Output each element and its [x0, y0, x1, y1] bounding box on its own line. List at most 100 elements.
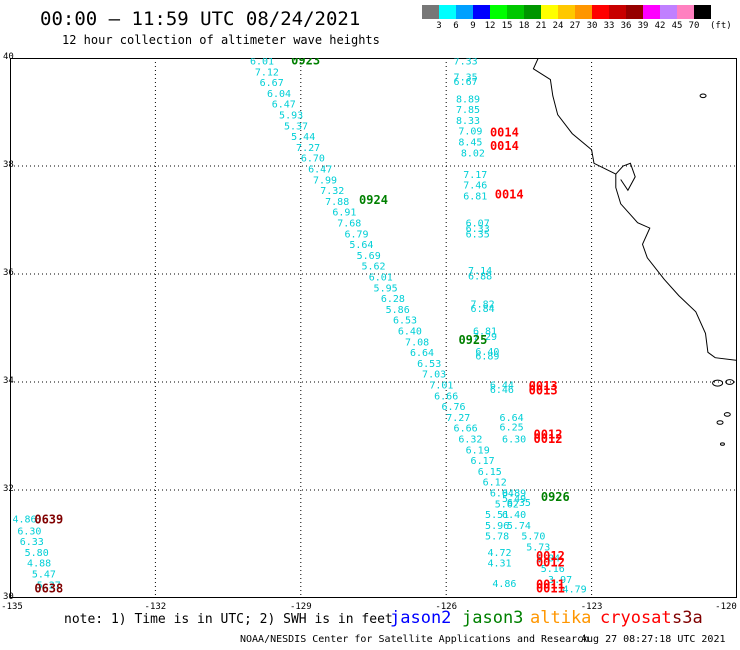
- wave-height-label: 6.81: [463, 192, 487, 203]
- wave-height-label: 8.45: [458, 138, 482, 149]
- color-swatch: [643, 5, 660, 19]
- map-plot-area: 6.01 7.12 6.67 6.04 6.47 5.93 5.37 5.44 7.27 6.70…: [10, 54, 738, 598]
- wave-height-label: 5.44: [291, 132, 315, 143]
- wave-height-label: 5.95: [374, 283, 398, 294]
- page-title: 00:00 – 11:59 UTC 08/24/2021: [40, 8, 361, 30]
- color-scale-label: 36: [620, 21, 632, 31]
- wave-height-label: 8.33: [456, 116, 480, 127]
- color-swatch: [677, 5, 694, 19]
- wave-height-label: 5.93: [279, 111, 303, 122]
- color-swatch: [490, 5, 507, 19]
- wave-height-label: 7.03: [422, 370, 446, 381]
- wave-height-label: 6.07: [466, 219, 490, 230]
- pass-time-label: 0014: [490, 139, 519, 153]
- wave-height-label: 6.04: [267, 89, 291, 100]
- color-swatch: [694, 5, 711, 19]
- color-scale-label: 30: [586, 21, 598, 31]
- pass-time-label: 0923: [291, 58, 320, 68]
- wave-height-label: 6.70: [301, 154, 325, 165]
- longitude-tick-label: -120: [715, 602, 737, 612]
- wave-height-label: 6.30: [17, 526, 41, 537]
- color-scale-label: 12: [484, 21, 496, 31]
- wave-height-label: 7.09: [458, 127, 482, 138]
- legend-item-s3a: s3a: [672, 608, 703, 628]
- color-scale-label: 33: [603, 21, 615, 31]
- pass-time-label: 0012: [536, 549, 565, 563]
- map-canvas: 6.017.126.676.046.475.935.375.447.276.70…: [10, 54, 738, 598]
- wave-height-label: 5.86: [386, 305, 410, 316]
- color-swatch: [439, 5, 456, 19]
- wave-height-label: 5.04: [536, 553, 560, 564]
- color-swatch: [626, 5, 643, 19]
- wave-height-label: 6.46: [490, 385, 514, 396]
- island-outline: [725, 379, 735, 385]
- pass-time-label: 0012: [536, 556, 565, 570]
- wave-height-label: 6.66: [434, 391, 458, 402]
- wave-height-label: 4.79: [563, 585, 587, 596]
- wave-height-label: 4.86: [12, 514, 36, 525]
- wave-height-label: 6.01: [250, 58, 274, 68]
- color-scale-label: 42: [654, 21, 666, 31]
- wave-height-label: 7.88: [325, 197, 349, 208]
- longitude-tick-label: -135: [1, 602, 23, 612]
- bay-outline: [615, 162, 636, 192]
- wave-height-label: 6.53: [393, 316, 417, 327]
- color-scale-label: 3: [436, 21, 442, 31]
- latitude-tick-label: 40: [3, 52, 14, 62]
- pass-time-label: 0011: [536, 577, 565, 591]
- pass-time-label: 0012: [534, 428, 563, 442]
- wave-height-label: 6.19: [466, 445, 490, 456]
- wave-height-label: 7.68: [337, 219, 361, 230]
- wave-height-label: 5.69: [357, 251, 381, 262]
- wave-height-label: 7.01: [429, 381, 453, 392]
- wave-height-label: 6.40: [475, 347, 499, 358]
- wave-height-label: 7.12: [255, 67, 279, 78]
- color-scale-label: 24: [552, 21, 564, 31]
- color-swatch: [422, 5, 439, 19]
- wave-height-label: 6.64: [500, 413, 524, 424]
- wave-height-label: 6.44: [490, 381, 514, 392]
- latitude-tick-label: 36: [3, 268, 14, 278]
- wave-height-label: 5.74: [507, 521, 531, 532]
- pass-time-label: 0014: [490, 125, 519, 139]
- wave-height-label: 5.62: [495, 499, 519, 510]
- wave-height-label: 5.80: [25, 548, 49, 559]
- pass-time-label: 0012: [534, 432, 563, 446]
- legend-item-cryosat: cryosat: [600, 608, 672, 628]
- wave-height-label: 6.91: [332, 208, 356, 219]
- page-subtitle: 12 hour collection of altimeter wave hei…: [62, 33, 380, 47]
- wave-height-label: 4.72: [487, 548, 511, 559]
- wave-height-label: 8.02: [461, 148, 485, 159]
- pass-time-label: 0013: [529, 379, 558, 393]
- island-outline: [723, 412, 731, 417]
- wave-height-label: 6.33: [20, 537, 44, 548]
- footer-note: note: 1) Time is in UTC; 2) SWH is in fe…: [64, 612, 393, 627]
- coastline: [532, 57, 738, 361]
- color-scale-label: 9: [470, 21, 476, 31]
- color-scale-label: 70: [688, 21, 700, 31]
- pass-time-label: 0639: [34, 513, 63, 527]
- longitude-tick-label: -123: [580, 602, 603, 612]
- color-swatch: [507, 5, 524, 19]
- wave-height-label: 7.27: [446, 413, 470, 424]
- wave-height-label: 8.89: [456, 94, 480, 105]
- legend-item-altika: altika: [530, 608, 592, 628]
- pass-time-label: 0011: [536, 582, 565, 596]
- wave-height-label: 7.29: [473, 332, 497, 343]
- wave-height-label: 6.88: [468, 271, 492, 282]
- color-swatch: [609, 5, 626, 19]
- wave-height-label: 6.33: [466, 224, 490, 235]
- wave-height-label: 6.67: [454, 77, 478, 88]
- wave-height-label: 5.64: [349, 240, 373, 251]
- wave-height-label: 6.89: [502, 489, 526, 500]
- island-outline: [716, 420, 724, 425]
- wave-height-label: 7.32: [320, 186, 344, 197]
- color-swatch: [660, 5, 677, 19]
- color-scale-unit: (ft): [710, 21, 732, 31]
- wave-height-label: 6.40: [502, 510, 526, 521]
- wave-height-label: 6.35: [507, 498, 531, 509]
- pass-time-label: 0013: [529, 383, 558, 397]
- wave-height-label: 6.35: [466, 229, 490, 240]
- wave-height-label: 7.35: [454, 73, 478, 84]
- wave-height-label: 5.47: [32, 570, 56, 581]
